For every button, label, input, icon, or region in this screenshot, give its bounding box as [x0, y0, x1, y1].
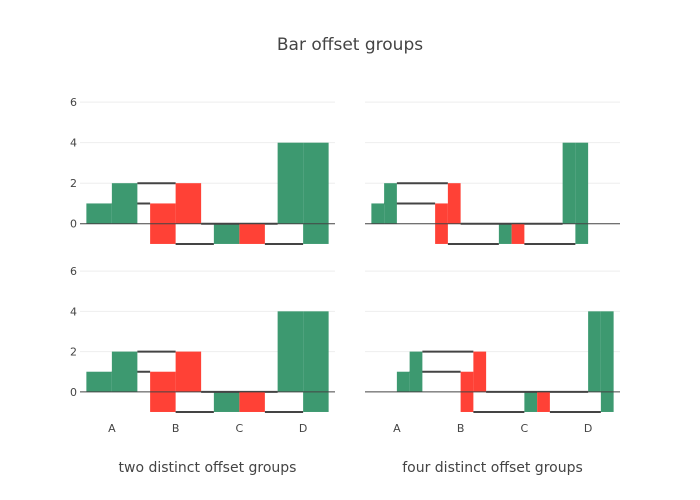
x-axis-title: four distinct offset groups [402, 460, 583, 476]
x-tick-label: C [236, 422, 244, 435]
increasing-bar-D-series-2 [600, 311, 614, 412]
x-tick-label: B [172, 422, 180, 435]
x-tick-label: B [457, 422, 465, 435]
subplot-top-left: 0 2 4 6 [70, 96, 335, 245]
y-tick-label: 2 [70, 346, 77, 359]
y-tick-label: 0 [70, 218, 77, 231]
y-tick-label: 4 [70, 137, 77, 150]
increasing-bar-C-series-1 [524, 391, 538, 412]
decreasing-bar-C-series-2 [537, 391, 550, 412]
increasing-bar-A-series-1 [86, 203, 112, 224]
y-tick-label: 2 [70, 177, 77, 190]
increasing-bar-D-series-2 [303, 142, 329, 244]
decreasing-bar-C-series-2 [511, 223, 525, 244]
decreasing-bar-B-series-2 [175, 351, 202, 392]
y-tick-label: 6 [70, 265, 77, 278]
increasing-bar-D-series-1 [277, 142, 304, 224]
decreasing-bar-C-series-2 [239, 391, 265, 412]
increasing-bar-A-series-1 [396, 371, 410, 392]
chart-title: Bar offset groups [277, 35, 423, 55]
increasing-bar-D-series-1 [277, 311, 304, 392]
x-tick-label: A [108, 422, 116, 435]
y-tick-label: 6 [70, 96, 77, 109]
increasing-bar-C-series-1 [498, 223, 512, 244]
y-tick-label: 0 [70, 386, 77, 399]
x-tick-label: D [584, 422, 592, 435]
increasing-bar-D-series-1 [588, 311, 601, 392]
x-axis-title: two distinct offset groups [119, 460, 297, 476]
increasing-bar-A-series-2 [111, 183, 138, 224]
increasing-bar-A-series-2 [384, 183, 397, 224]
decreasing-bar-C-series-2 [239, 223, 265, 244]
x-tick-label: A [393, 422, 401, 435]
x-tick-label: D [299, 422, 307, 435]
increasing-bar-A-series-2 [111, 351, 138, 392]
decreasing-bar-B-series-2 [175, 183, 202, 224]
decreasing-bar-B-series-2 [447, 183, 461, 224]
subplot-top-right [365, 101, 620, 245]
increasing-bar-A-series-2 [409, 351, 423, 392]
increasing-bar-C-series-1 [213, 391, 240, 412]
increasing-bar-A-series-1 [86, 371, 112, 392]
increasing-bar-C-series-1 [213, 223, 240, 244]
increasing-bar-A-series-1 [371, 203, 385, 224]
increasing-bar-D-series-2 [303, 311, 329, 412]
y-tick-label: 4 [70, 305, 77, 318]
decreasing-bar-B-series-2 [473, 351, 487, 392]
increasing-bar-D-series-1 [562, 142, 576, 224]
x-tick-label: C [521, 422, 529, 435]
increasing-bar-D-series-2 [575, 142, 589, 244]
